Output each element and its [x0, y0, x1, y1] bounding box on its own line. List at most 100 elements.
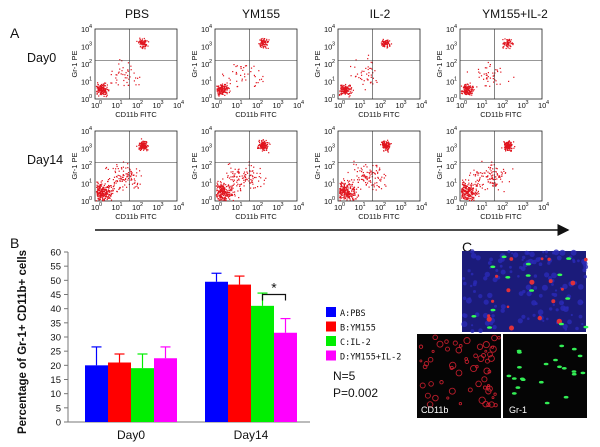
y-tick-label: 10 — [446, 60, 454, 69]
svg-text:4: 4 — [181, 100, 184, 106]
y-axis-label: Gr-1 PE — [435, 152, 444, 179]
x-axis-label: CD11b FITC — [480, 110, 522, 119]
y-tick-label: 10 — [81, 78, 89, 87]
svg-text:0: 0 — [99, 100, 102, 106]
y-tick-label: 10 — [201, 95, 209, 104]
svg-text:3: 3 — [161, 202, 164, 208]
x-tick-label: 10 — [132, 203, 140, 212]
y-axis-label: Gr-1 PE — [70, 152, 79, 179]
x-tick-label: 10 — [334, 203, 342, 212]
svg-text:4: 4 — [454, 126, 457, 132]
x-axis-label: CD11b FITC — [115, 110, 157, 119]
x-tick-label: 10 — [211, 101, 219, 110]
y-tick-label: 15 — [50, 375, 61, 386]
svg-text:3: 3 — [332, 42, 335, 48]
y-tick-label: 5 — [56, 403, 61, 414]
x-tick-label: 10 — [396, 203, 404, 212]
svg-text:2: 2 — [332, 59, 335, 65]
x-tick-label: 10 — [518, 203, 526, 212]
x-tick-label: 10 — [355, 101, 363, 110]
svg-text:3: 3 — [526, 202, 529, 208]
y-axis-title: Percentage of Gr-1+ CD11b+ cells — [17, 250, 29, 434]
svg-text:4: 4 — [424, 100, 427, 106]
svg-text:0: 0 — [209, 196, 212, 202]
svg-text:1: 1 — [240, 202, 243, 208]
y-axis-label: Gr-1 PE — [435, 50, 444, 77]
x-tick-label: 10 — [232, 203, 240, 212]
svg-text:3: 3 — [89, 42, 92, 48]
y-tick-label: 10 — [201, 25, 209, 34]
significance-marker: * — [271, 280, 277, 296]
x-tick-label: 10 — [173, 101, 181, 110]
svg-text:2: 2 — [209, 161, 212, 167]
x-axis-label: CD11b FITC — [358, 110, 400, 119]
svg-text:2: 2 — [209, 59, 212, 65]
svg-text:4: 4 — [301, 100, 304, 106]
svg-text:3: 3 — [161, 100, 164, 106]
bar — [205, 281, 228, 422]
bar-chart: Percentage of Gr-1+ CD11b+ cells 0 5 10 15 2… — [17, 248, 401, 443]
y-tick-label: 10 — [81, 162, 89, 171]
x-tick-label: 10 — [293, 101, 301, 110]
x-tick-label: 10 — [497, 203, 505, 212]
y-tick-label: 10 — [81, 60, 89, 69]
x-tick-label: 10 — [375, 203, 383, 212]
x-tick-label: 10 — [538, 101, 546, 110]
x-tick-label: 10 — [173, 203, 181, 212]
svg-text:2: 2 — [383, 100, 386, 106]
svg-text:2: 2 — [89, 161, 92, 167]
svg-text:2: 2 — [383, 202, 386, 208]
x-tick-label: 10 — [232, 101, 240, 110]
bar — [154, 358, 177, 422]
y-axis-label: Gr-1 PE — [190, 50, 199, 77]
svg-text:4: 4 — [209, 126, 212, 132]
y-tick-label: 10 — [81, 95, 89, 104]
y-tick-label: 10 — [324, 43, 332, 52]
legend-label: C:IL-2 — [340, 338, 371, 348]
svg-text:1: 1 — [240, 100, 243, 106]
svg-text:4: 4 — [454, 24, 457, 30]
significance-bracket — [261, 293, 287, 301]
column-header: PBS — [125, 7, 149, 21]
y-axis-label: Gr-1 PE — [70, 50, 79, 77]
y-tick-label: 10 — [446, 25, 454, 34]
x-tick-label: 10 — [252, 203, 260, 212]
x-axis-label: CD11b FITC — [235, 110, 277, 119]
x-tick-label: 10 — [538, 203, 546, 212]
x-tick-label: 10 — [273, 101, 281, 110]
svg-text:0: 0 — [332, 196, 335, 202]
bar — [251, 305, 274, 422]
x-tick-label: 10 — [477, 203, 485, 212]
y-axis-label: Gr-1 PE — [313, 50, 322, 77]
y-tick-label: 30 — [50, 333, 61, 344]
svg-text:0: 0 — [342, 100, 345, 106]
gr1-micrograph — [503, 334, 587, 418]
svg-text:1: 1 — [485, 202, 488, 208]
svg-text:3: 3 — [454, 144, 457, 150]
y-tick-label: 10 — [324, 145, 332, 154]
legend-swatch — [326, 321, 336, 332]
x-tick-label: 10 — [293, 203, 301, 212]
svg-text:1: 1 — [332, 179, 335, 185]
svg-text:1: 1 — [363, 202, 366, 208]
x-tick-label: 10 — [355, 203, 363, 212]
y-tick-label: 10 — [81, 127, 89, 136]
y-tick-label: 10 — [324, 60, 332, 69]
y-tick-label: 10 — [324, 78, 332, 87]
bar — [108, 362, 131, 422]
y-tick-label: 10 — [201, 78, 209, 87]
bar — [131, 368, 154, 422]
svg-text:1: 1 — [89, 77, 92, 83]
svg-text:3: 3 — [454, 42, 457, 48]
svg-text:0: 0 — [99, 202, 102, 208]
x-tick-label: 10 — [416, 101, 424, 110]
svg-text:1: 1 — [332, 77, 335, 83]
x-tick-label: 10 — [91, 101, 99, 110]
x-tick-label: 10 — [211, 203, 219, 212]
